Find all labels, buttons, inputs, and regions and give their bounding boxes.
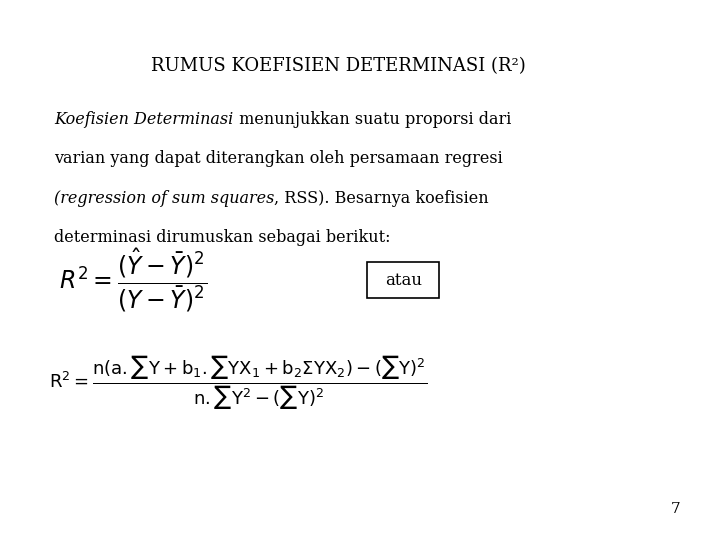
FancyBboxPatch shape — [367, 262, 439, 298]
Text: , RSS). Besarnya koefisien: , RSS). Besarnya koefisien — [274, 190, 489, 206]
Text: atau: atau — [384, 272, 422, 289]
Text: RUMUS KOEFISIEN DETERMINASI (R²): RUMUS KOEFISIEN DETERMINASI (R²) — [151, 57, 526, 75]
Text: 7: 7 — [671, 502, 680, 516]
Text: determinasi dirumuskan sebagai berikut:: determinasi dirumuskan sebagai berikut: — [54, 229, 390, 246]
Text: menunjukkan suatu proporsi dari: menunjukkan suatu proporsi dari — [234, 111, 512, 127]
Text: (regression of sum squares: (regression of sum squares — [54, 190, 274, 206]
Text: $\mathit{R}^2 = \dfrac{(\hat{Y} - \bar{Y})^2}{(Y - \bar{Y})^2}$: $\mathit{R}^2 = \dfrac{(\hat{Y} - \bar{Y… — [59, 246, 207, 314]
Text: Koefisien Determinasi: Koefisien Determinasi — [54, 111, 233, 127]
Text: varian yang dapat diterangkan oleh persamaan regresi: varian yang dapat diterangkan oleh persa… — [54, 150, 503, 167]
Text: $\mathrm{R}^2 = \dfrac{\mathrm{n(a.}\sum\mathrm{Y + b_1.}\sum\mathrm{YX_1 + b_2\: $\mathrm{R}^2 = \dfrac{\mathrm{n(a.}\sum… — [49, 354, 428, 411]
